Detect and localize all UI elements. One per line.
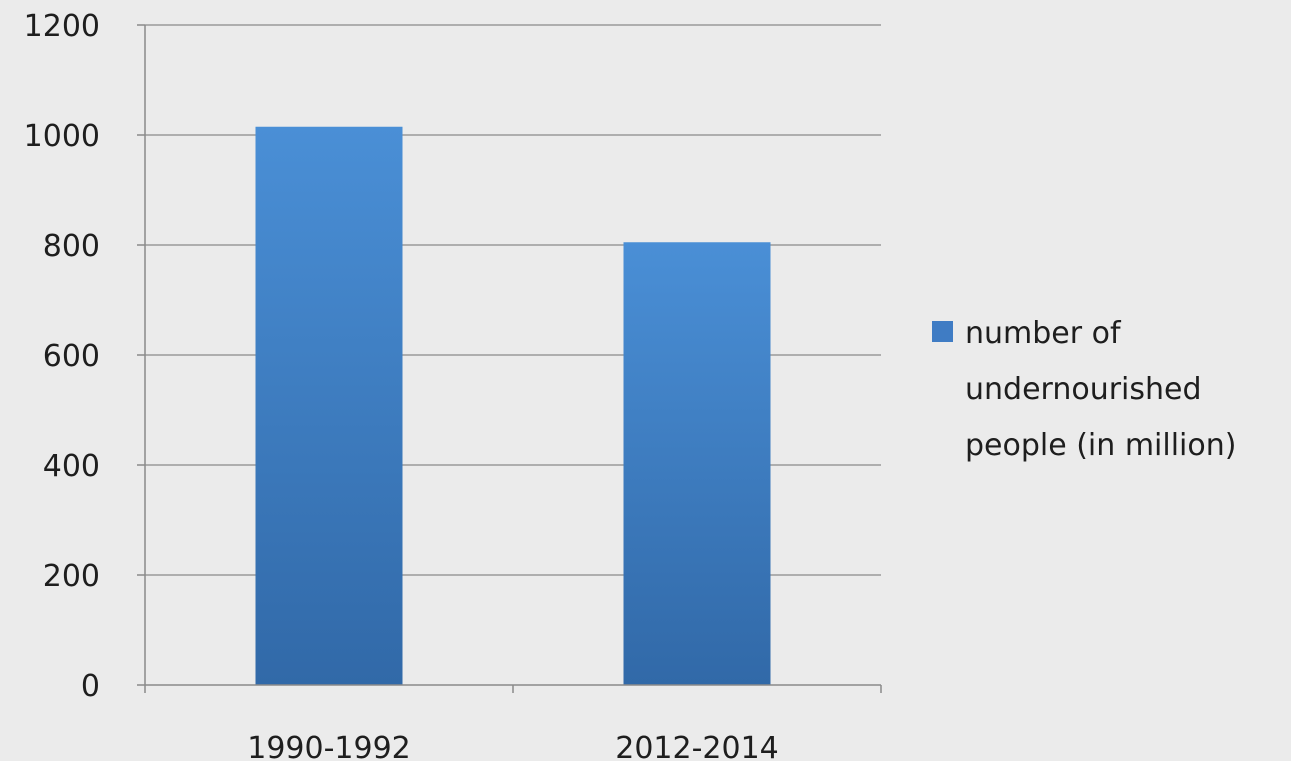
legend: number of undernourished people (in mill…: [932, 316, 1236, 463]
y-tick-label: 1000: [24, 119, 100, 154]
y-tick-label: 600: [43, 339, 100, 374]
gridlines: [145, 24, 881, 576]
bar: [623, 242, 771, 685]
x-tick-label: 2012-2014: [615, 731, 779, 761]
legend-label-line: people (in million): [965, 428, 1236, 463]
x-tick-labels: 1990-1992 2012-2014: [247, 731, 779, 761]
legend-label-line: number of: [965, 316, 1122, 351]
bars: [255, 126, 771, 685]
y-tick-label: 200: [43, 559, 100, 594]
y-tick-label: 1200: [24, 9, 100, 44]
legend-swatch: [932, 321, 953, 342]
x-tick-label: 1990-1992: [247, 731, 411, 761]
y-tick-label: 400: [43, 449, 100, 484]
bar: [255, 126, 403, 685]
y-tick-label: 0: [81, 669, 100, 704]
legend-label-line: undernourished: [965, 372, 1202, 407]
y-tick-labels: 0 200 400 600 800 1000 1200: [24, 9, 100, 704]
axes: [137, 24, 882, 693]
y-tick-label: 800: [43, 229, 100, 264]
